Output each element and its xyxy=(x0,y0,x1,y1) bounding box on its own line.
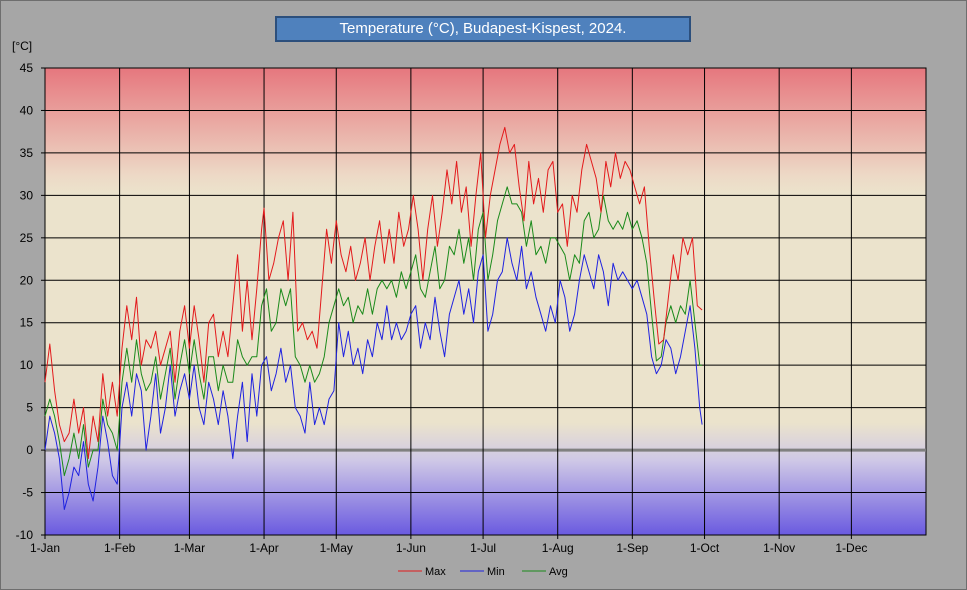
y-tick-label: -5 xyxy=(22,486,33,500)
y-tick-label: 10 xyxy=(20,358,34,372)
y-tick-label: 40 xyxy=(20,103,34,117)
y-tick-label: 25 xyxy=(20,231,34,245)
legend: Max Min Avg xyxy=(398,566,568,578)
x-tick-label: 1-Jan xyxy=(30,541,60,555)
x-tick-label: 1-May xyxy=(320,541,353,555)
legend-label-avg: Avg xyxy=(549,566,568,578)
legend-label-min: Min xyxy=(487,566,505,578)
series-line-avg xyxy=(44,186,703,477)
y-axis-unit-label: [°C] xyxy=(12,39,33,53)
x-tick-label: 1-Jul xyxy=(470,541,496,555)
y-tick-label: 0 xyxy=(26,443,33,457)
x-tick-label: 1-Jun xyxy=(396,541,426,555)
y-tick-label: -10 xyxy=(16,528,34,542)
chart-title: Temperature (°C), Budapest-Kispest, 2024… xyxy=(275,16,691,42)
y-tick-label: 35 xyxy=(20,146,34,160)
x-tick-label: 1-Mar xyxy=(174,541,205,555)
series-line-min xyxy=(44,237,703,510)
x-tick-label: 1-Feb xyxy=(104,541,136,555)
x-tick-label: 1-Aug xyxy=(542,541,574,555)
x-axis-ticks: 1-Jan 1-Feb 1-Mar 1-Apr 1-May 1-Jun 1-Jul 1-Aug… xyxy=(30,535,867,555)
plot-area xyxy=(44,67,927,536)
y-tick-label: 30 xyxy=(20,188,34,202)
x-tick-label: 1-Apr xyxy=(249,541,278,555)
x-tick-label: 1-Sep xyxy=(616,541,648,555)
legend-label-max: Max xyxy=(425,566,446,578)
x-tick-label: 1-Nov xyxy=(763,541,795,555)
x-tick-label: 1-Dec xyxy=(835,541,867,555)
series-layer xyxy=(44,126,703,510)
y-tick-label: 20 xyxy=(20,273,34,287)
y-tick-label: 5 xyxy=(26,401,33,415)
x-tick-label: 1-Oct xyxy=(690,541,720,555)
series-line-max xyxy=(44,126,703,460)
y-tick-label: 15 xyxy=(20,316,34,330)
y-axis-ticks: -10 -5 0 5 10 15 20 25 30 35 40 45 xyxy=(16,61,45,542)
y-tick-label: 45 xyxy=(20,61,34,75)
